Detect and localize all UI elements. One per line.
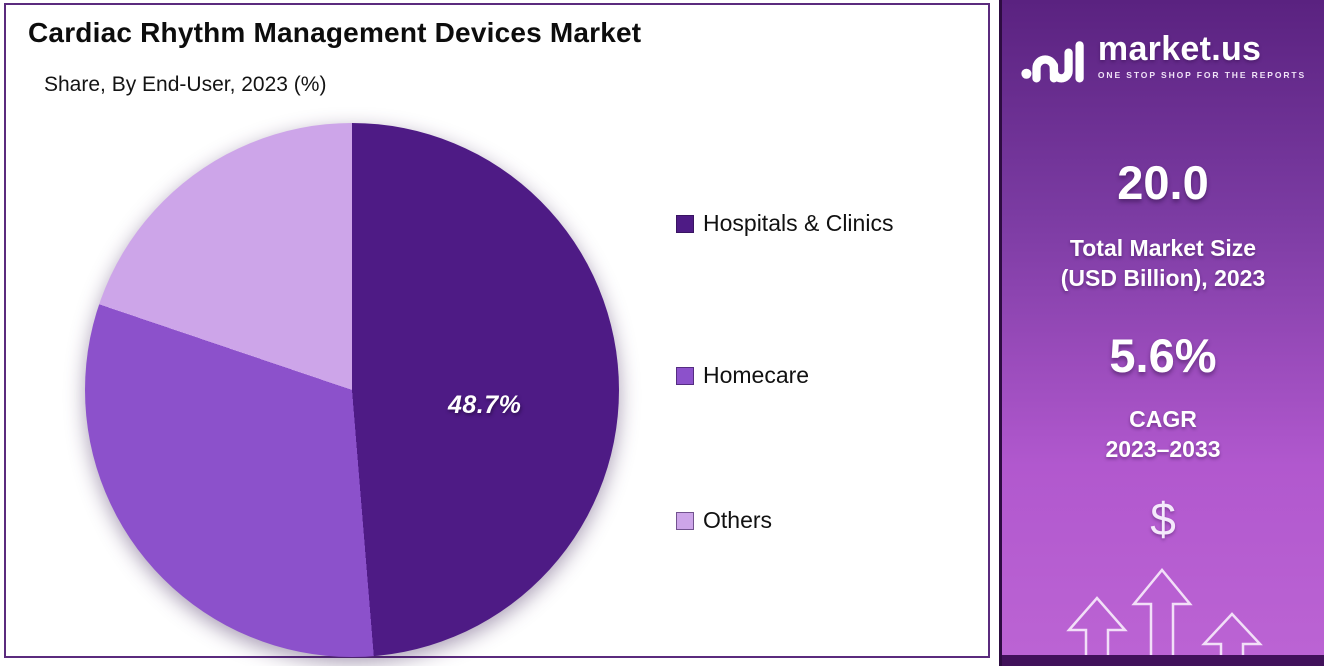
brand-tagline: ONE STOP SHOP FOR THE REPORTS [1097, 70, 1307, 80]
stat-cagr-label: CAGR 2023–2033 [1002, 404, 1324, 464]
stat-cagr-label-line1: CAGR [1129, 406, 1197, 432]
legend-swatch-others-icon [676, 511, 694, 530]
brand-sidebar: market.us ONE STOP SHOP FOR THE REPORTS … [999, 0, 1324, 666]
growth-arrows-icon [1066, 568, 1263, 666]
legend-swatch-hospitals-clinics-icon [676, 214, 694, 233]
stat-cagr-value: 5.6% [1109, 329, 1217, 382]
stat-market-size-label-line2: (USD Billion), 2023 [1060, 265, 1266, 291]
legend-swatch-homecare-icon [676, 366, 694, 385]
stat-market-size-value: 20.0 [1117, 156, 1209, 209]
brand-text: market.us ONE STOP SHOP FOR THE REPORTS [1098, 30, 1306, 80]
legend-item-homecare: Homecare [676, 362, 809, 389]
stat-market-size-label: Total Market Size (USD Billion), 2023 [1002, 233, 1324, 293]
brand-name: market.us [1097, 30, 1262, 68]
chart-panel: Cardiac Rhythm Management Devices Market… [4, 3, 990, 658]
pie-slice-datalabel: 48.7% [448, 391, 522, 419]
stat-cagr-label-line2: 2023–2033 [1105, 436, 1221, 462]
chart-subtitle: Share, By End-User, 2023 (%) [44, 73, 327, 96]
legend-label: Hospitals & Clinics [703, 210, 894, 236]
panel-bottom-edge [1002, 655, 1324, 666]
legend-item-hospitals-clinics: Hospitals & Clinics [676, 210, 893, 237]
stat-market-size-label-line1: Total Market Size [1069, 235, 1257, 261]
brand-logo: market.us ONE STOP SHOP FOR THE REPORTS [1002, 30, 1324, 86]
legend-label: Homecare [703, 362, 810, 388]
legend-item-others: Others [676, 507, 772, 534]
chart-title: Cardiac Rhythm Management Devices Market [28, 17, 642, 48]
pie-chart [85, 123, 619, 657]
dollar-icon: $ [1150, 493, 1176, 545]
legend-label: Others [703, 507, 773, 533]
marketus-logo-icon [1021, 41, 1084, 83]
